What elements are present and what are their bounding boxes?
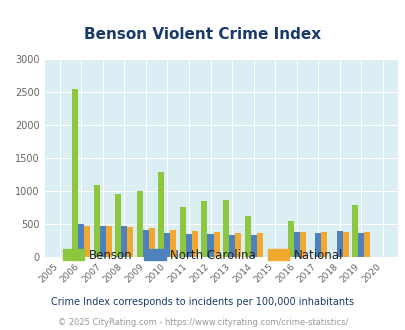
Bar [352, 205, 357, 257]
Text: Crime Index corresponds to incidents per 100,000 inhabitants: Crime Index corresponds to incidents per… [51, 297, 354, 307]
Bar [106, 226, 112, 257]
Bar [164, 233, 170, 257]
Bar [234, 233, 241, 257]
Bar [336, 231, 342, 257]
Bar [342, 232, 348, 257]
Bar [158, 172, 164, 257]
Legend: Benson, North Carolina, National: Benson, North Carolina, National [58, 244, 347, 266]
Bar [244, 216, 250, 257]
Bar [149, 228, 155, 257]
Bar [78, 224, 84, 257]
Bar [84, 226, 90, 257]
Bar [72, 89, 78, 257]
Bar [121, 226, 127, 257]
Bar [222, 200, 228, 257]
Bar [143, 230, 149, 257]
Bar [320, 232, 326, 257]
Bar [94, 185, 100, 257]
Bar [127, 227, 133, 257]
Bar [363, 232, 369, 257]
Bar [299, 232, 305, 257]
Bar [115, 194, 121, 257]
Bar [256, 233, 262, 257]
Bar [192, 231, 198, 257]
Bar [185, 234, 192, 257]
Bar [179, 207, 185, 257]
Bar [287, 221, 293, 257]
Bar [170, 230, 176, 257]
Text: Benson Violent Crime Index: Benson Violent Crime Index [84, 27, 321, 42]
Bar [228, 235, 234, 257]
Bar [357, 233, 363, 257]
Bar [136, 191, 143, 257]
Bar [213, 232, 219, 257]
Bar [293, 232, 299, 257]
Text: © 2025 CityRating.com - https://www.cityrating.com/crime-statistics/: © 2025 CityRating.com - https://www.city… [58, 318, 347, 327]
Bar [250, 235, 256, 257]
Bar [207, 234, 213, 257]
Bar [201, 201, 207, 257]
Bar [100, 226, 106, 257]
Bar [314, 233, 320, 257]
